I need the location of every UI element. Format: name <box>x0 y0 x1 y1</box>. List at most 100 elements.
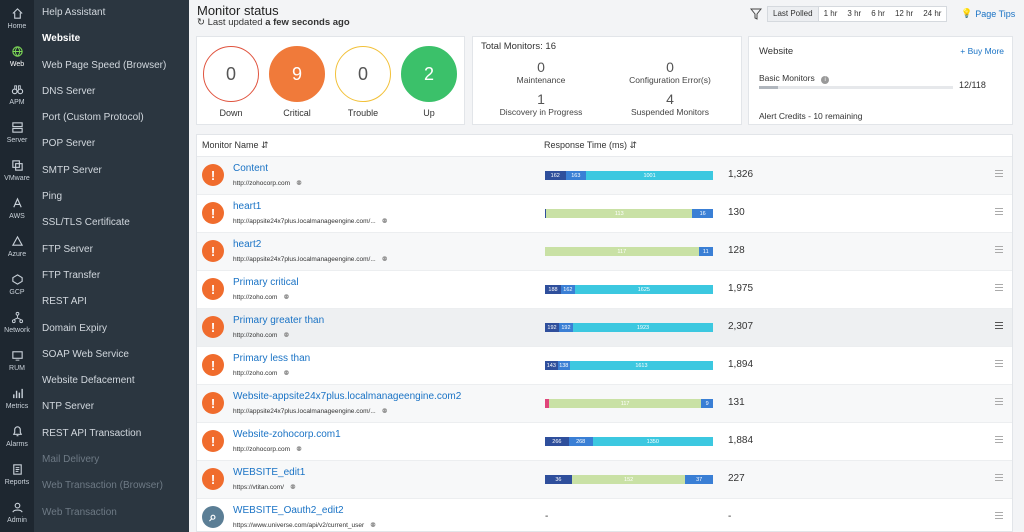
total-stat[interactable]: 1 Discovery in Progress <box>499 91 583 117</box>
table-row[interactable]: ! Primary less than http://zoho.com ⚉ 143 138… <box>197 347 1012 385</box>
hamburger-menu-icon[interactable] <box>995 322 1003 330</box>
page-tips-link[interactable]: 💡 Page Tips <box>961 8 1016 19</box>
monitor-name-link[interactable]: heart2 <box>233 239 262 250</box>
monitor-name-link[interactable]: heart1 <box>233 201 262 212</box>
filter-icon[interactable] <box>750 8 762 20</box>
table-row[interactable]: ⌕ WEBSITE_Oauth2_edit2 https://www.univers… <box>197 499 1012 531</box>
period-option[interactable]: 24 hr <box>923 9 942 18</box>
monitor-name-link[interactable]: Website-zohocorp.com1 <box>233 429 341 440</box>
status-circle-down[interactable]: 0 <box>203 46 259 102</box>
tag-icon[interactable]: ⚉ <box>296 180 302 187</box>
sidebar-item[interactable]: FTP Transfer <box>42 269 101 281</box>
rail-item-aws[interactable]: AWS <box>0 190 34 228</box>
rail-item-metrics[interactable]: Metrics <box>0 380 34 418</box>
monitor-name-link[interactable]: WEBSITE_edit1 <box>233 467 306 478</box>
sidebar-item[interactable]: Domain Expiry <box>42 322 108 334</box>
rail-item-apm[interactable]: APM <box>0 76 34 114</box>
period-option[interactable]: Last Polled <box>768 7 819 21</box>
sidebar-item[interactable]: Port (Custom Protocol) <box>42 112 144 124</box>
tag-icon[interactable]: ⚉ <box>381 408 388 415</box>
rail-item-rum[interactable]: RUM <box>0 342 34 380</box>
status-circle-critical[interactable]: 9 <box>269 46 325 102</box>
buy-more-link[interactable]: + Buy More <box>960 46 1004 56</box>
col-monitor-name[interactable]: Monitor Name ⇵ <box>202 140 269 150</box>
total-stat[interactable]: 0 Configuration Error(s) <box>629 59 711 85</box>
monitor-name-link[interactable]: WEBSITE_Oauth2_edit2 <box>233 505 344 516</box>
rail-item-admin[interactable]: Admin <box>0 494 34 532</box>
table-row[interactable]: ! heart1 http://appsite24x7plus.localmanag… <box>197 195 1012 233</box>
status-circle-trouble[interactable]: 0 <box>335 46 391 102</box>
sidebar-item[interactable]: Website Defacement <box>42 375 135 387</box>
rail-item-vmware[interactable]: VMware <box>0 152 34 190</box>
rail-item-reports[interactable]: Reports <box>0 456 34 494</box>
rail-item-network[interactable]: Network <box>0 304 34 342</box>
total-stat[interactable]: 0 Maintenance <box>516 59 566 85</box>
hamburger-menu-icon[interactable] <box>995 512 1003 520</box>
status-circle-up[interactable]: 2 <box>401 46 457 102</box>
info-icon[interactable]: i <box>821 76 830 84</box>
sidebar-item[interactable]: Help Assistant <box>42 7 106 18</box>
col-response-time[interactable]: Response Time (ms) ⇵ <box>544 140 638 150</box>
main-content: Monitor status ↻ Last updated a few seco… <box>189 0 1024 532</box>
sidebar-item[interactable]: SOAP Web Service <box>42 348 129 360</box>
sidebar-item[interactable]: Website <box>42 33 81 45</box>
sidebar-item[interactable]: NTP Server <box>42 401 95 413</box>
sidebar-item[interactable]: Web Page Speed (Browser) <box>42 59 167 71</box>
rail-item-alarms[interactable]: Alarms <box>0 418 34 456</box>
monitor-name-link[interactable]: Primary critical <box>233 277 299 288</box>
table-row[interactable]: ! WEBSITE_edit1 https://vtitan.com/⚉ 36 152 3… <box>197 461 1012 499</box>
rail-item-home[interactable]: Home <box>0 0 34 38</box>
tag-icon[interactable]: ⚉ <box>283 370 290 377</box>
table-row[interactable]: ! Website-appsite24x7plus.localmanageengi… <box>197 385 1012 423</box>
sidebar-item[interactable]: REST API Transaction <box>42 427 142 439</box>
hamburger-menu-icon[interactable] <box>995 170 1003 178</box>
tag-icon[interactable]: ⚉ <box>283 294 290 301</box>
monitor-name-link[interactable]: Content <box>233 163 269 174</box>
tag-icon[interactable]: ⚉ <box>289 484 296 491</box>
table-row[interactable]: ! Website-zohocorp.com1 http://zohocorp.co… <box>197 423 1012 461</box>
hamburger-menu-icon[interactable] <box>995 436 1003 444</box>
sidebar-item[interactable]: Web Transaction <box>42 506 117 518</box>
hamburger-menu-icon[interactable] <box>995 474 1003 482</box>
tag-icon[interactable]: ⚉ <box>283 332 290 339</box>
rail-item-server[interactable]: Server <box>0 114 34 152</box>
tag-icon[interactable]: ⚉ <box>296 446 302 453</box>
sidebar-item[interactable]: Web Transaction (Browser) <box>42 480 163 492</box>
sidebar-item[interactable]: FTP Server <box>42 243 93 255</box>
critical-status-icon: ! <box>202 392 224 414</box>
hamburger-menu-icon[interactable] <box>995 398 1003 406</box>
sidebar-item[interactable]: SMTP Server <box>42 164 102 176</box>
monitor-name-link[interactable]: Website-appsite24x7plus.localmanageengin… <box>233 391 462 402</box>
tag-icon[interactable]: ⚉ <box>381 256 388 263</box>
table-row[interactable]: ! Primary greater than http://zoho.com ⚉ 192… <box>197 309 1012 347</box>
response-segment: 1625 <box>574 285 713 294</box>
table-row[interactable]: ! Content http://zohocorp.com ⚉ 162 163 1001 1,… <box>197 157 1012 195</box>
monitor-name-link[interactable]: Primary less than <box>233 353 311 364</box>
rail-item-gcp[interactable]: GCP <box>0 266 34 304</box>
hamburger-menu-icon[interactable] <box>995 360 1003 368</box>
sidebar-item[interactable]: DNS Server <box>42 85 96 97</box>
period-option[interactable]: 6 hr <box>871 9 885 18</box>
sidebar-item[interactable]: SSL/TLS Certificate <box>42 217 130 229</box>
sidebar-item[interactable]: Ping <box>42 191 63 203</box>
table-row[interactable]: ! Primary critical http://zoho.com ⚉ 188 162 1… <box>197 271 1012 309</box>
sidebar-item[interactable]: Mail Delivery <box>42 454 100 466</box>
total-stat[interactable]: 4 Suspended Monitors <box>631 91 709 117</box>
sidebar-item[interactable]: POP Server <box>42 138 96 150</box>
sidebar-item[interactable]: REST API <box>42 296 87 308</box>
hamburger-menu-icon[interactable] <box>995 284 1003 292</box>
period-option[interactable]: 1 hr <box>823 9 838 18</box>
tag-icon[interactable]: ⚉ <box>370 522 376 529</box>
period-option[interactable]: 3 hr <box>847 9 862 18</box>
refresh-icon[interactable]: ↻ <box>197 17 205 28</box>
last-updated: ↻ Last updated a few seconds ago <box>197 17 350 28</box>
tag-icon[interactable]: ⚉ <box>381 218 388 225</box>
response-time-value: 131 <box>728 397 745 408</box>
table-row[interactable]: ! heart2 http://appsite24x7plus.localmanag… <box>197 233 1012 271</box>
rail-item-azure[interactable]: Azure <box>0 228 34 266</box>
period-option[interactable]: 12 hr <box>894 9 914 18</box>
hamburger-menu-icon[interactable] <box>995 246 1003 254</box>
rail-item-web[interactable]: Web <box>0 38 34 76</box>
hamburger-menu-icon[interactable] <box>995 208 1003 216</box>
monitor-name-link[interactable]: Primary greater than <box>233 315 325 326</box>
